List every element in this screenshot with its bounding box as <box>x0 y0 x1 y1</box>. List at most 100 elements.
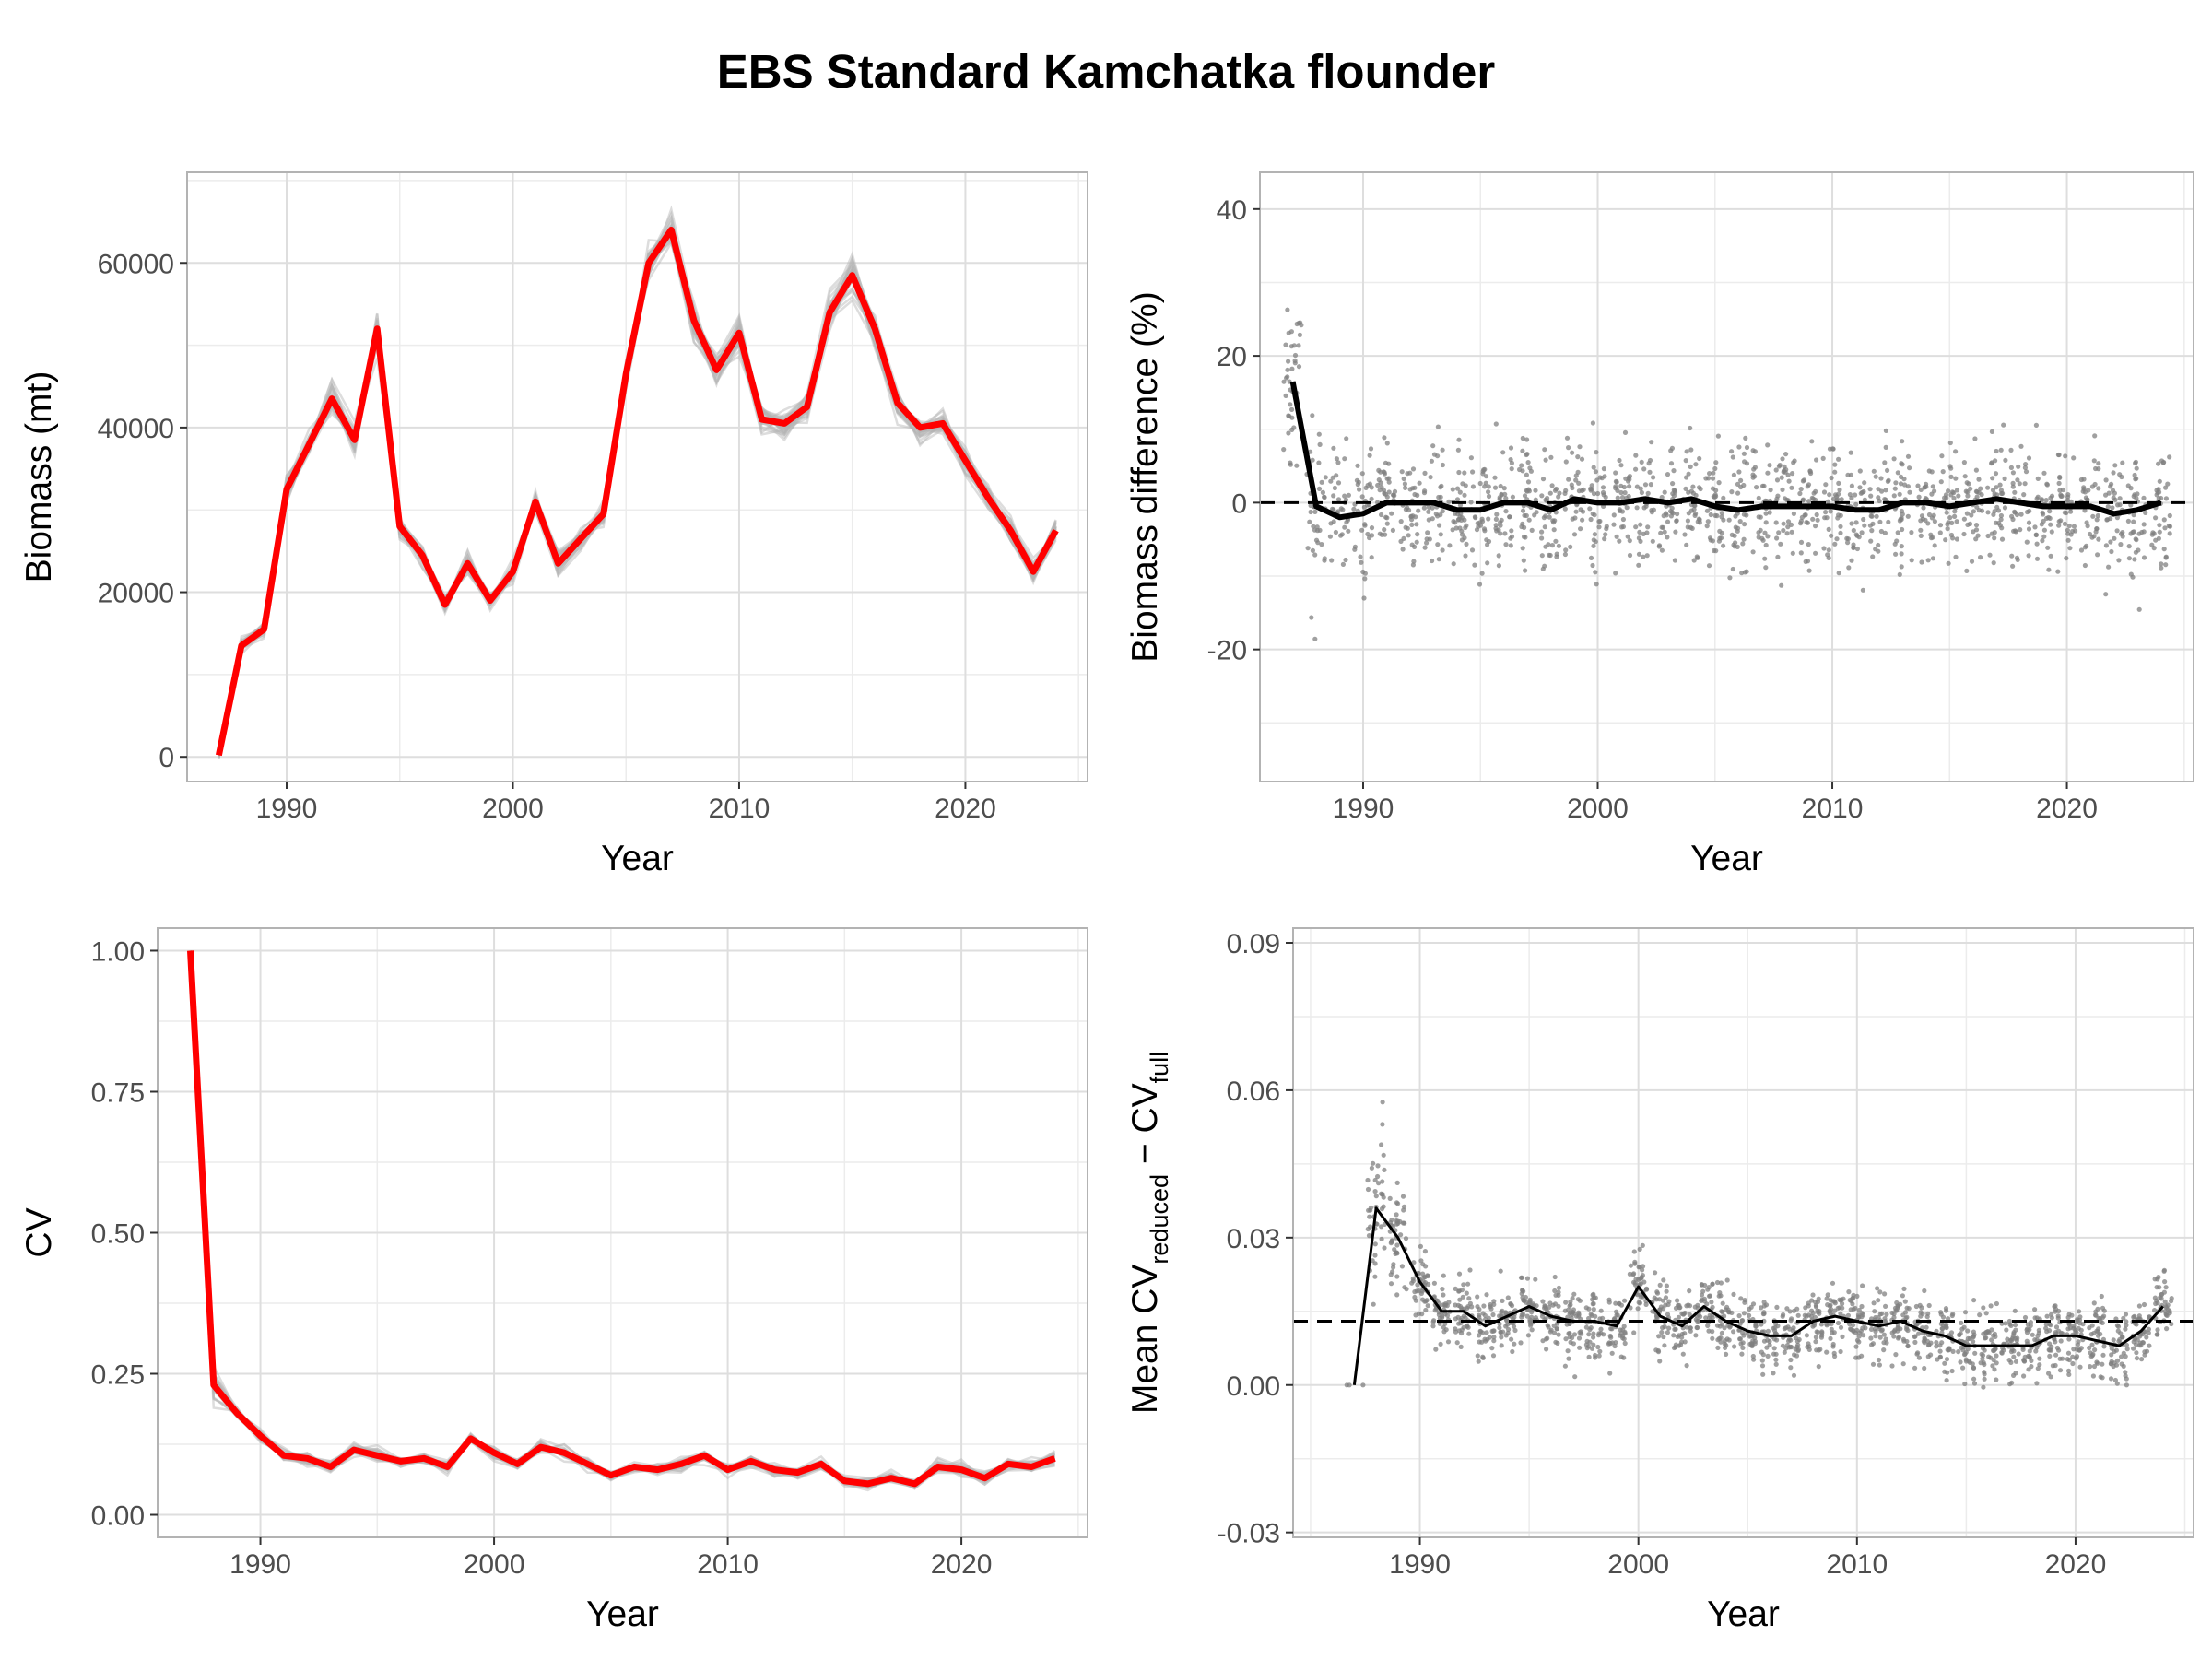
replicate-point <box>1876 1298 1881 1303</box>
replicate-point <box>1539 553 1545 559</box>
replicate-point <box>1774 477 1781 483</box>
replicate-point <box>1991 560 1996 566</box>
replicate-point <box>2034 1381 2040 1386</box>
replicate-point <box>1430 1324 1436 1329</box>
replicate-point <box>1750 475 1756 480</box>
replicate-point <box>2037 1362 2042 1368</box>
replicate-point <box>1438 532 1443 537</box>
replicate-point <box>1946 560 1951 566</box>
replicate-point <box>1828 509 1833 514</box>
replicate-point <box>1596 524 1602 530</box>
replicate-point <box>2053 1324 2060 1330</box>
replicate-point <box>2011 1354 2017 1359</box>
replicate-point <box>1509 1336 1514 1342</box>
replicate-point <box>2078 547 2085 553</box>
replicate-point <box>1687 1312 1692 1317</box>
replicate-point <box>1736 469 1742 475</box>
replicate-point <box>2082 562 2088 569</box>
replicate-point <box>1472 514 1477 520</box>
replicate-point <box>1824 1349 1830 1355</box>
replicate-point <box>1285 307 1290 312</box>
replicate-point <box>1803 559 1808 565</box>
replicate-point <box>1643 1286 1650 1291</box>
replicate-point <box>1519 1275 1524 1280</box>
replicate-point <box>1618 483 1624 488</box>
replicate-point <box>1922 1365 1927 1371</box>
replicate-point <box>1661 1334 1666 1340</box>
replicate-point <box>1570 516 1575 522</box>
replicate-point <box>1907 489 1912 495</box>
replicate-point <box>2105 504 2111 510</box>
replicate-point <box>1453 525 1459 531</box>
replicate-point <box>1870 1361 1877 1367</box>
replicate-point <box>2163 555 2169 560</box>
replicate-point <box>1912 1334 1918 1339</box>
replicate-point <box>2084 520 2089 525</box>
replicate-point <box>1466 1296 1472 1301</box>
x-axis-title: Year <box>1707 1594 1780 1634</box>
replicate-point <box>1525 479 1532 485</box>
replicate-point <box>1394 1242 1400 1248</box>
replicate-point <box>1494 512 1500 517</box>
replicate-point <box>2011 1331 2017 1336</box>
replicate-point <box>1637 1300 1643 1306</box>
replicate-point <box>1340 561 1346 568</box>
replicate-point <box>1824 1323 1830 1328</box>
replicate-point <box>1578 526 1583 532</box>
replicate-point <box>1854 533 1860 538</box>
replicate-point <box>1576 1335 1583 1341</box>
replicate-point <box>1904 1305 1910 1311</box>
replicate-point <box>1635 1306 1641 1312</box>
replicate-point <box>1391 1265 1396 1270</box>
replicate-point <box>1540 1299 1546 1304</box>
replicate-point <box>1965 522 1971 528</box>
replicate-point <box>1713 493 1719 500</box>
replicate-point <box>2073 1329 2078 1335</box>
replicate-point <box>1351 506 1357 512</box>
replicate-point <box>1383 514 1389 520</box>
replicate-point <box>2001 422 2006 428</box>
replicate-point <box>1608 1326 1614 1332</box>
replicate-point <box>1445 1339 1452 1345</box>
replicate-point <box>1792 1352 1797 1358</box>
replicate-point <box>1639 489 1644 496</box>
replicate-point <box>1316 431 1322 437</box>
replicate-point <box>1523 1294 1528 1300</box>
replicate-point <box>1384 521 1390 526</box>
replicate-point <box>1640 1267 1645 1273</box>
replicate-point <box>2141 495 2147 501</box>
replicate-point <box>1971 1381 1978 1386</box>
replicate-point <box>1778 541 1783 547</box>
replicate-point <box>1450 527 1455 533</box>
replicate-point <box>2106 564 2112 570</box>
replicate-point <box>1806 499 1812 504</box>
replicate-point <box>1707 470 1712 477</box>
replicate-point <box>1365 502 1371 508</box>
replicate-point <box>1562 1363 1568 1369</box>
replicate-point <box>1858 490 1864 496</box>
replicate-point <box>1587 1327 1593 1333</box>
replicate-point <box>1970 1361 1975 1367</box>
replicate-point <box>1498 1268 1503 1274</box>
replicate-point <box>2163 485 2169 490</box>
replicate-point <box>1877 1362 1882 1368</box>
y-tick-label: 0.75 <box>91 1077 145 1108</box>
replicate-point <box>1760 1352 1766 1358</box>
replicate-point <box>1872 1309 1877 1314</box>
replicate-point <box>2131 519 2136 524</box>
replicate-point <box>1830 446 1836 452</box>
replicate-point <box>1705 1323 1711 1328</box>
replicate-point <box>1876 1357 1882 1363</box>
replicate-point <box>1557 490 1562 496</box>
replicate-point <box>1715 1345 1721 1350</box>
replicate-point <box>1518 1340 1524 1346</box>
replicate-point <box>1460 481 1465 487</box>
replicate-point <box>1533 1277 1538 1282</box>
replicate-point <box>1713 548 1719 554</box>
replicate-point <box>1613 470 1618 476</box>
replicate-point <box>1317 441 1323 447</box>
replicate-point <box>1296 343 1301 348</box>
replicate-point <box>1664 1288 1669 1294</box>
replicate-point <box>1798 539 1805 546</box>
replicate-point <box>1724 1336 1730 1342</box>
